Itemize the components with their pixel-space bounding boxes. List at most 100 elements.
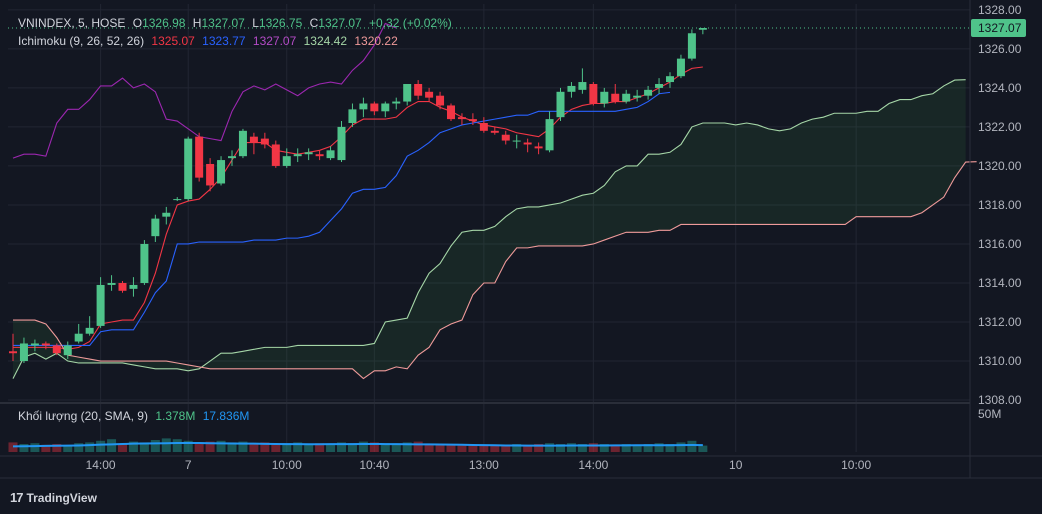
open-label: O (132, 16, 143, 30)
candle-body (403, 83, 412, 102)
volume-ma-value: 17.836M (202, 409, 250, 423)
candle-body (337, 126, 346, 161)
price-tick-label: 1328.00 (978, 3, 1022, 17)
candle-body (282, 156, 291, 166)
volume-bar (293, 442, 303, 452)
candle-body (315, 154, 324, 157)
ichimoku-conversion-value: 1325.07 (151, 34, 195, 48)
candle-body (479, 123, 488, 131)
volume-bar (599, 444, 609, 452)
price-tick-label: 1324.00 (978, 81, 1022, 95)
candle-body (447, 105, 455, 120)
volume-bar (85, 442, 95, 452)
volume-bar (534, 444, 544, 452)
volume-tick-label: 50M (978, 407, 1001, 421)
volume-bar (183, 440, 193, 452)
candle-body (96, 284, 105, 326)
volume-bar (643, 444, 653, 452)
volume-legend[interactable]: Khối lượng (20, SMA, 9) 1.378M 17.836M (18, 409, 253, 423)
close-label: C (309, 16, 319, 30)
volume-bar (523, 444, 533, 452)
change-value: +0.32 (+0.02%) (369, 16, 452, 30)
volume-bar (424, 444, 434, 452)
volume-bar (194, 442, 204, 452)
candle-body (140, 243, 149, 283)
volume-bar (446, 444, 456, 452)
volume-bar (19, 444, 29, 452)
candle-body (162, 212, 171, 217)
candle-body (184, 138, 193, 200)
candle-body (206, 163, 215, 186)
price-tick-label: 1326.00 (978, 42, 1022, 56)
volume-bar (369, 442, 379, 452)
candle-body (238, 130, 247, 157)
close-value: 1327.07 (318, 16, 362, 30)
candle-body (151, 218, 160, 237)
volume-bar (249, 443, 259, 452)
volume-bar (577, 444, 587, 452)
time-tick-label: 10:00 (272, 458, 302, 472)
time-tick-label: 10:00 (841, 458, 871, 472)
volume-bar (632, 444, 642, 452)
volume-bar (545, 443, 555, 452)
candle-body (457, 117, 466, 120)
candle-body (348, 109, 357, 124)
ichimoku-leading-b-value: 1320.22 (354, 34, 398, 48)
candle-body (74, 333, 83, 342)
volume-bar (588, 443, 598, 452)
volume-bar (326, 444, 336, 452)
candle-body (501, 134, 510, 141)
price-tick-label: 1310.00 (978, 354, 1022, 368)
symbol-name[interactable]: VNINDEX, 5, HOSE (18, 16, 126, 30)
price-tick-label: 1318.00 (978, 198, 1022, 212)
ichimoku-cloud (13, 79, 966, 379)
tradingview-brand[interactable]: 17 TradingView (10, 490, 97, 505)
volume-bar (556, 444, 565, 452)
candle-body (414, 83, 423, 96)
volume-bar (205, 441, 215, 452)
ichimoku-legend[interactable]: Ichimoku (9, 26, 52, 26) 1325.07 1323.77… (18, 34, 402, 48)
candle-body (118, 282, 127, 291)
volume-bar (468, 444, 478, 452)
candle-body (304, 152, 313, 155)
volume-bar (216, 440, 226, 452)
volume-bar (566, 443, 576, 452)
volume-bar (391, 444, 401, 452)
volume-bar (457, 445, 467, 452)
time-tick-label: 14:00 (86, 458, 116, 472)
candle-body (622, 93, 631, 102)
time-tick-label: 14:00 (578, 458, 608, 472)
candle-body (512, 140, 521, 142)
volume-bar (347, 443, 357, 452)
conversion-line (13, 66, 703, 350)
volume-bar (139, 442, 149, 452)
volume-bar (402, 442, 412, 452)
candle-body (468, 119, 477, 122)
candle-body (359, 103, 368, 110)
candle-body (490, 130, 499, 133)
ichimoku-name[interactable]: Ichimoku (9, 26, 52, 26) (18, 34, 145, 48)
candle-body (107, 282, 116, 285)
candle-body (436, 95, 445, 106)
volume-value: 1.378M (155, 409, 196, 423)
volume-bar (63, 445, 73, 452)
volume-bar (96, 440, 106, 452)
candle-body (556, 91, 565, 118)
volume-bar (8, 442, 18, 452)
volume-bar (501, 445, 511, 452)
symbol-legend[interactable]: VNINDEX, 5, HOSE O1326.98 H1327.07 L1326… (18, 16, 456, 30)
candle-body (589, 83, 598, 104)
volume-bar (107, 439, 117, 452)
volume-bar (118, 444, 127, 452)
low-label: L (252, 16, 259, 30)
volume-bar (30, 443, 40, 452)
volume-pane (8, 438, 708, 452)
candle-body (381, 103, 390, 112)
price-tick-label: 1312.00 (978, 315, 1022, 329)
candle-body (370, 103, 379, 112)
volume-bar (665, 444, 675, 452)
lagging-line (12, 22, 397, 159)
volume-name[interactable]: Khối lượng (20, SMA, 9) (18, 409, 148, 423)
last-price-badge (971, 18, 1026, 37)
